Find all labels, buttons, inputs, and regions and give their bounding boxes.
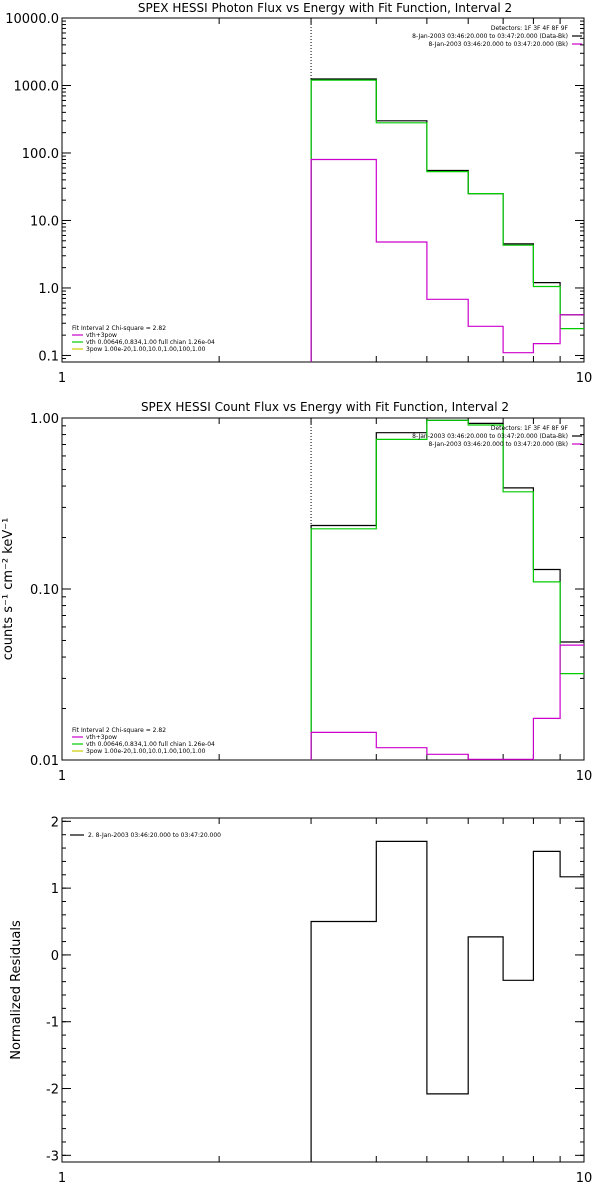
panel2-top-legend-line: 8-Jan-2003 03:46:20.000 to 03:47:20.000 …	[412, 433, 568, 440]
panel1-title: SPEX HESSI Photon Flux vs Energy with Fi…	[138, 1, 512, 15]
panel3-y-axis-label: Normalized Residuals	[9, 920, 24, 1060]
panel2-top-legend-line: Detectors: 1F 3F 4F 8F 9F	[491, 425, 569, 432]
panel2-x-tick-label: 1	[58, 769, 66, 784]
panel2-bottom-legend-line: vth 0.00646,0.834,1.00 full chian 1.26e-…	[86, 741, 215, 748]
panel3-series-0-histogram	[310, 840, 584, 1162]
panel2-series-2-histogram	[310, 644, 584, 760]
panel2-series-0-histogram	[310, 419, 584, 760]
panel3-y-tick-label: -2	[46, 1083, 59, 1098]
panel1-series-0-histogram	[310, 78, 584, 362]
panel1-ticks: 0.1 1.0 10.0 100.0 1000.0 10000.0 1 10	[5, 12, 592, 386]
panel3-top-legend-line: 2. 8-Jan-2003 03:46:20.000 to 03:47:20.0…	[88, 832, 221, 839]
panel1-y-tick-label: 10.0	[30, 214, 59, 229]
panel1-top-legend-line: 8-Jan-2003 03:46:20.000 to 03:47:20.000 …	[428, 41, 568, 48]
panel2-series-1-histogram	[310, 419, 584, 760]
panel2-x-tick-label: 10	[576, 769, 593, 784]
panel3-plot-frame	[61, 817, 585, 1163]
panel1-marks	[310, 18, 584, 362]
panel2-y-tick-label: 0.10	[30, 583, 59, 598]
panel1-y-tick-label: 10000.0	[5, 12, 59, 27]
panel2-bottom-legend-line: vth+3pow	[86, 734, 117, 741]
panel1-y-tick-label: 1.0	[38, 282, 59, 297]
panel1-y-tick-label: 0.1	[38, 349, 59, 364]
panel2-bottom-legend: Fit Interval 2 Chi-square = 2.82 vth+3po…	[72, 727, 215, 755]
panel3-marks	[310, 840, 584, 1162]
panel1-top-legend-line: Detectors: 1F 3F 4F 8F 9F	[491, 25, 569, 32]
panel1-series-1-histogram	[310, 79, 584, 362]
panel2-y-tick-label: 0.01	[30, 754, 59, 769]
panel2-bottom-legend-line: Fit Interval 2 Chi-square = 2.82	[72, 727, 166, 734]
panel1-bottom-legend-line: 3pow 1.00e-20,1.00,10.0,1.00,100,1.00	[86, 346, 206, 353]
panel1-bottom-legend-line: Fit Interval 2 Chi-square = 2.82	[72, 325, 166, 332]
panel1-x-tick-label: 1	[58, 371, 66, 386]
panel2-title: SPEX HESSI Count Flux vs Energy with Fit…	[141, 400, 509, 414]
panel2-y-tick-label: 1.00	[30, 412, 59, 427]
photon-flux-panel: SPEX HESSI Photon Flux vs Energy with Fi…	[5, 1, 592, 386]
panel1-y-tick-label: 100.0	[22, 147, 59, 162]
panel3-ticks: -3 -2 -1 0 1 2 1 10	[46, 815, 592, 1186]
panel1-top-legend: Detectors: 1F 3F 4F 8F 9F 8-Jan-2003 03:…	[412, 25, 582, 48]
panel2-top-legend-line: 8-Jan-2003 03:46:20.000 to 03:47:20.000 …	[428, 441, 568, 448]
panel1-x-tick-label: 10	[576, 371, 593, 386]
panel2-y-axis-label: counts s⁻¹ cm⁻² keV⁻¹	[1, 518, 16, 661]
residuals-panel: Normalized Residuals -3 -2 -1 0 1 2 1 10 2. 8-J…	[9, 815, 592, 1186]
panel3-x-tick-label: 10	[576, 1171, 593, 1186]
panel1-y-tick-label: 1000.0	[14, 79, 60, 94]
count-flux-panel: SPEX HESSI Count Flux vs Energy with Fit…	[1, 400, 592, 784]
panel3-y-tick-label: 0	[51, 949, 59, 964]
panel1-plot-frame	[61, 17, 585, 363]
panel3-x-tick-label: 1	[58, 1171, 66, 1186]
panel3-y-tick-label: -1	[46, 1016, 59, 1031]
panel2-bottom-legend-line: 3pow 1.00e-20,1.00,10.0,1.00,100,1.00	[86, 748, 206, 755]
panel2-top-legend: Detectors: 1F 3F 4F 8F 9F 8-Jan-2003 03:…	[412, 425, 582, 448]
panel3-y-tick-label: -3	[46, 1149, 59, 1164]
panel1-bottom-legend-line: vth 0.00646,0.834,1.00 full chian 1.26e-…	[86, 339, 215, 346]
panel1-bottom-legend-line: vth+3pow	[86, 332, 117, 339]
panel3-y-tick-label: 1	[51, 882, 59, 897]
panel2-marks	[310, 418, 584, 760]
panel1-series-2-histogram	[310, 158, 584, 362]
panel3-y-tick-label: 2	[51, 815, 59, 830]
panel1-top-legend-line: 8-Jan-2003 03:46:20.000 to 03:47:20.000 …	[412, 33, 568, 40]
panel2-plot-frame	[61, 417, 585, 761]
panel3-top-legend: 2. 8-Jan-2003 03:46:20.000 to 03:47:20.0…	[70, 832, 221, 839]
panel1-bottom-legend: Fit Interval 2 Chi-square = 2.82 vth+3po…	[72, 325, 215, 353]
